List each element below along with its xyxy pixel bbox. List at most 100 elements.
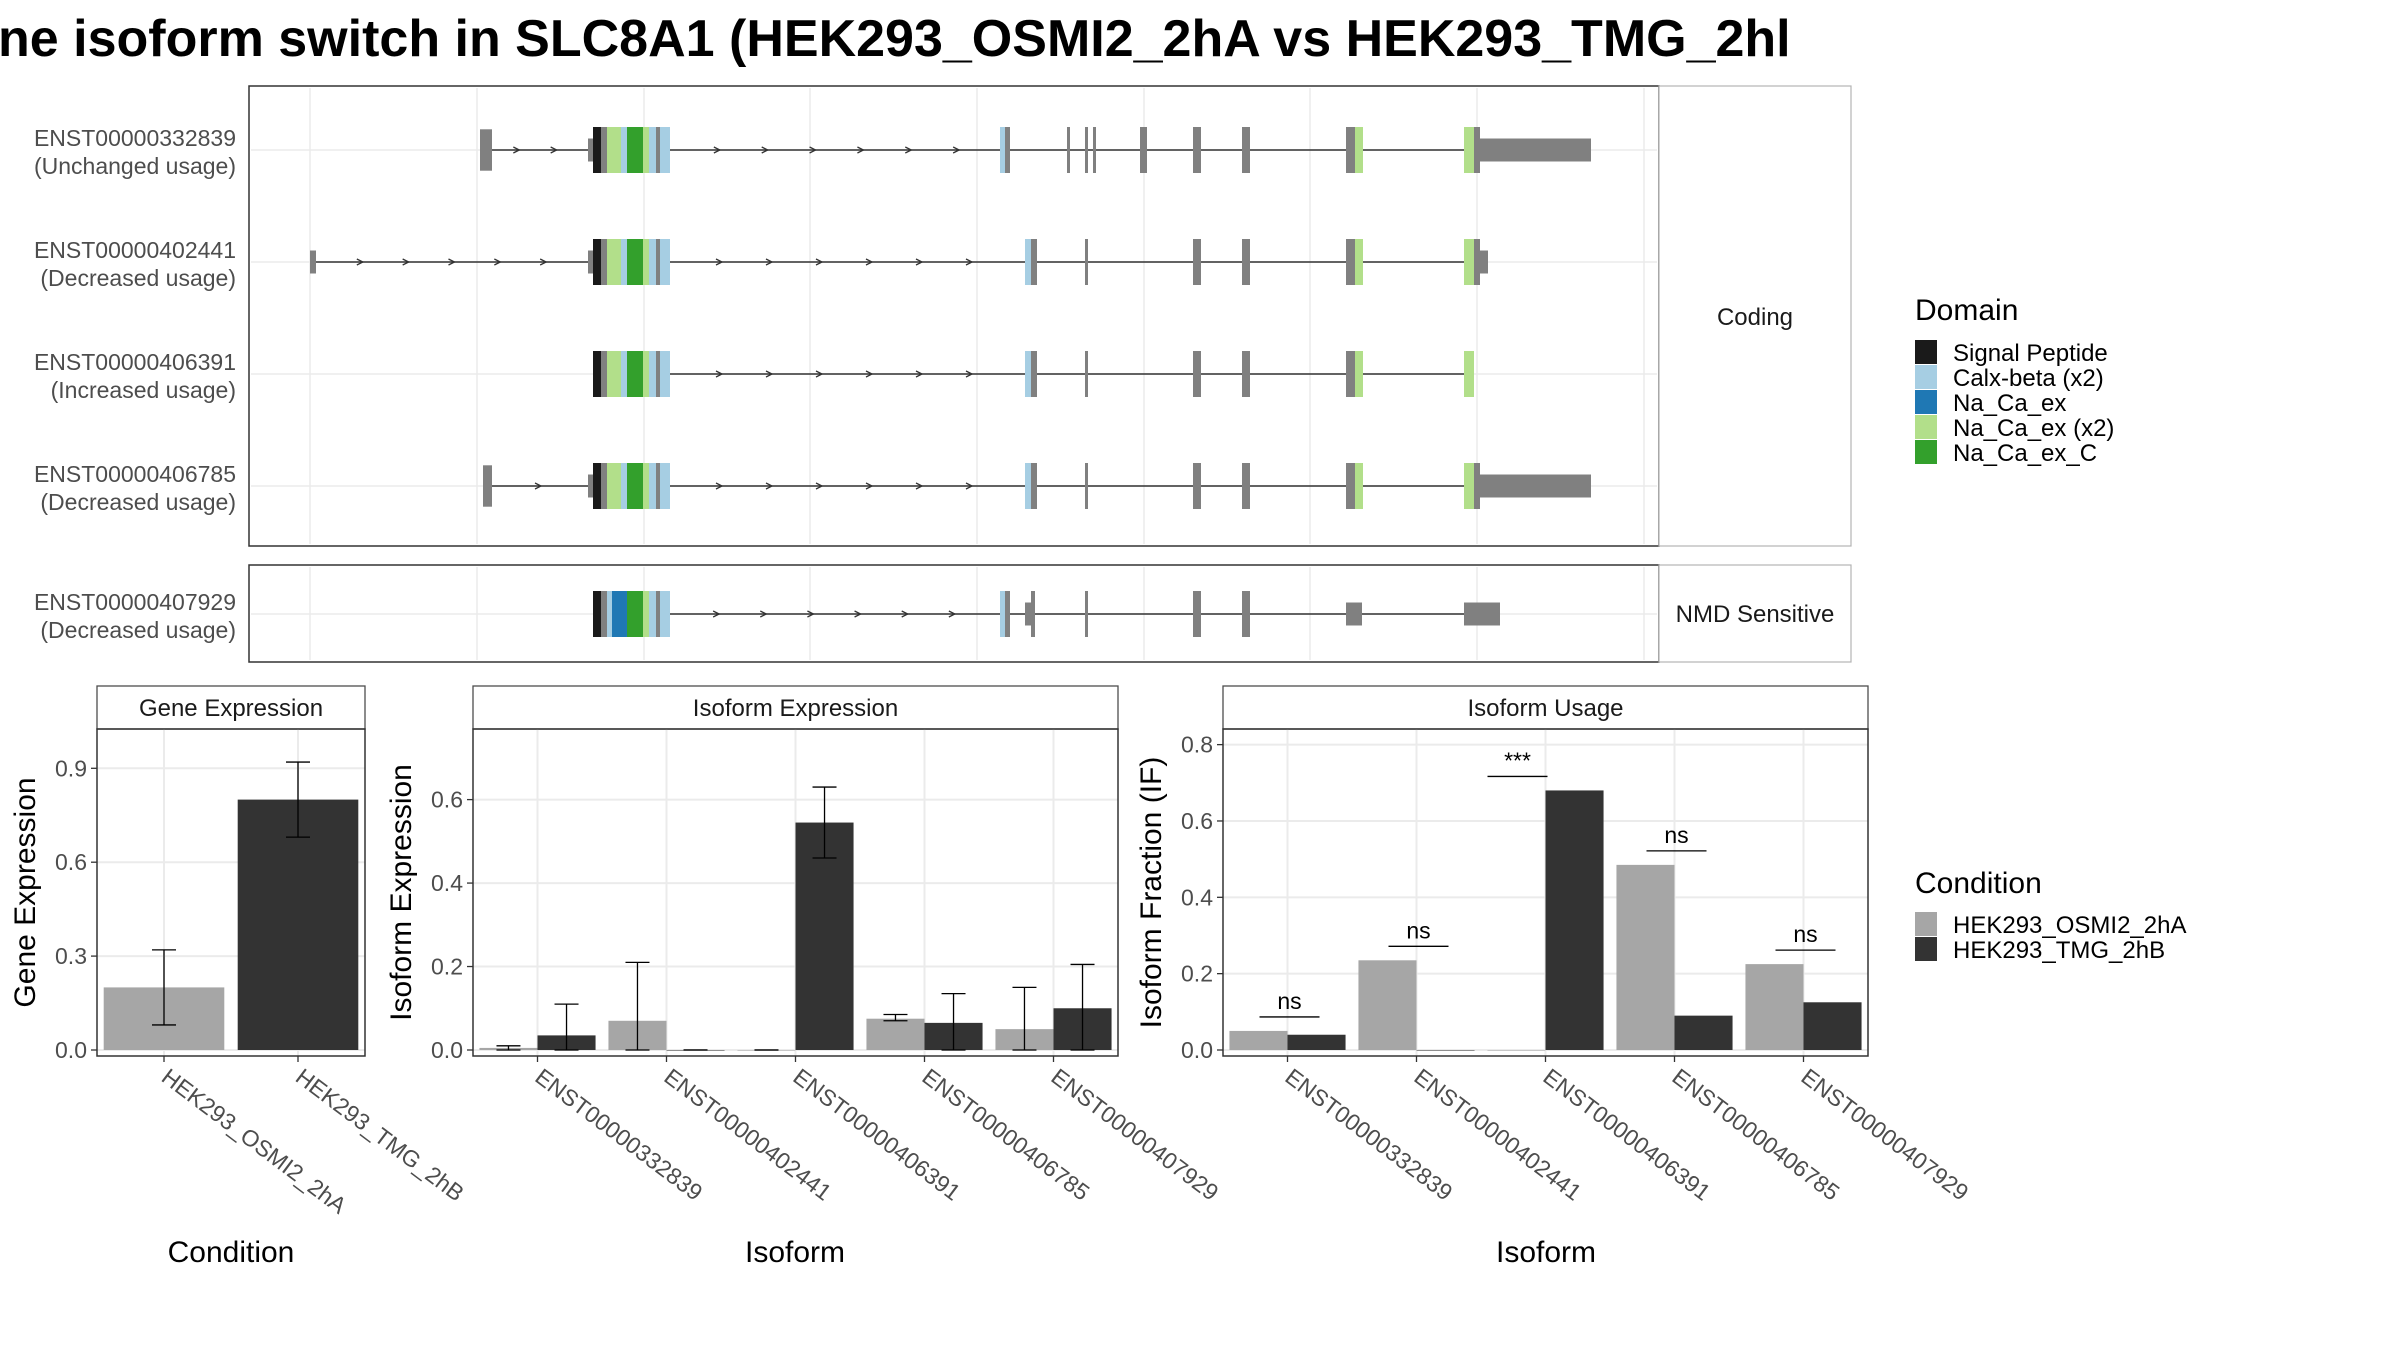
bar-chart: Gene Expression0.00.30.60.9HEK293_OSMI2_… — [9, 685, 469, 1269]
exon — [1242, 127, 1250, 173]
condition-legend: Condition HEK293_OSMI2_2hA HEK293_TMG_2h… — [1915, 867, 2186, 964]
y-axis-title: Isoform Fraction (IF) — [1135, 757, 1168, 1029]
coding-strip — [1658, 85, 1852, 547]
y-tick-label: 0.9 — [55, 755, 87, 781]
legend-label-na-ca-ex: Na_Ca_ex — [1953, 390, 2066, 417]
domain-segment — [660, 239, 670, 285]
exon — [310, 250, 316, 274]
domain-segment — [660, 127, 670, 173]
transcript-row — [593, 351, 1474, 397]
exon — [1474, 127, 1480, 173]
intron-arrow — [765, 482, 774, 490]
intron-arrow — [952, 146, 961, 154]
domain-segment — [607, 351, 621, 397]
exon — [480, 129, 492, 171]
y-tick-label: 0.6 — [55, 849, 87, 875]
domain-segment — [1355, 351, 1363, 397]
exon — [601, 127, 607, 173]
transcript-row — [483, 463, 1591, 509]
legend-swatch-cond2 — [1915, 937, 1937, 961]
y-axis-title: Isoform Expression — [385, 764, 418, 1021]
bar — [1745, 964, 1804, 1050]
intron-arrow — [815, 258, 824, 266]
exon — [601, 351, 607, 397]
intron-arrow — [965, 482, 974, 490]
exon — [1193, 127, 1201, 173]
intron-arrow — [865, 258, 874, 266]
domain-segment — [627, 351, 643, 397]
exon — [1242, 239, 1250, 285]
domain-segment — [643, 591, 649, 637]
transcript-structure-panel: Coding NMD Sensitive ENST00000332839(Unc… — [34, 85, 1852, 663]
intron-arrow — [815, 370, 824, 378]
domain-segment — [593, 351, 601, 397]
exon — [656, 239, 660, 285]
domain-segment — [1355, 239, 1363, 285]
domain-segment — [660, 591, 670, 637]
intron-arrow — [761, 146, 770, 154]
exon — [1474, 239, 1480, 285]
exon — [1085, 591, 1088, 637]
exon — [1346, 602, 1362, 626]
domain-segment — [607, 591, 612, 637]
significance-label: ns — [1793, 921, 1817, 947]
domain-legend-title: Domain — [1915, 294, 2018, 327]
bar — [1545, 790, 1604, 1050]
exon — [1480, 250, 1488, 274]
nmd-strip-label: NMD Sensitive — [1676, 601, 1835, 628]
intron-arrow — [815, 482, 824, 490]
bar — [237, 799, 359, 1050]
nmd-strip — [1658, 564, 1852, 663]
intron-arrow — [713, 146, 722, 154]
domain-segment — [643, 127, 649, 173]
y-tick-label: 0.3 — [55, 943, 87, 969]
domain-segment — [612, 591, 627, 637]
domain-segment — [1464, 463, 1474, 509]
intron-arrow — [715, 258, 724, 266]
domain-segment — [643, 239, 649, 285]
bar — [1616, 864, 1675, 1050]
transcript-usage-label: (Increased usage) — [51, 377, 236, 403]
exon — [1346, 239, 1355, 285]
exon — [588, 474, 593, 498]
bar-chart: Isoform Usage0.00.20.40.60.8nsns***nsnsE… — [1135, 685, 1974, 1269]
intron-arrow — [857, 146, 865, 154]
domain-segment — [593, 239, 601, 285]
bar — [1487, 1050, 1546, 1051]
intron-arrow — [809, 146, 818, 154]
panel-border — [96, 728, 366, 1057]
domain-segment — [1464, 351, 1474, 397]
domain-legend: Domain Signal Peptide Calx-beta (x2) Na_… — [1915, 294, 2114, 467]
intron-arrow — [948, 610, 957, 618]
domain-segment — [627, 463, 643, 509]
x-axis-title: Isoform — [1496, 1236, 1596, 1269]
domain-segment — [1355, 463, 1363, 509]
y-tick-label: 0.0 — [431, 1037, 463, 1063]
legend-swatch-cond1 — [1915, 912, 1937, 936]
coding-strip-label: Coding — [1717, 304, 1793, 331]
transcript-usage-label: (Decreased usage) — [40, 265, 236, 291]
domain-segment — [1000, 591, 1005, 637]
exon — [1085, 351, 1088, 397]
intron-arrow — [915, 482, 924, 490]
domain-segment — [649, 351, 656, 397]
transcript-id-label: ENST00000406785 — [34, 461, 236, 487]
intron-arrow — [715, 370, 724, 378]
domain-segment — [1025, 239, 1031, 285]
intron-arrow — [854, 610, 863, 618]
legend-label-cond2: HEK293_TMG_2hB — [1953, 937, 2165, 964]
domain-segment — [621, 127, 627, 173]
legend-swatch-na-ca-ex — [1915, 390, 1937, 414]
bar — [1674, 1015, 1733, 1050]
exon — [588, 138, 593, 162]
intron-arrow — [539, 258, 548, 266]
domain-segment — [649, 591, 656, 637]
intron-arrow — [712, 610, 721, 618]
significance-label: ns — [1406, 917, 1430, 943]
y-tick-label: 0.0 — [55, 1037, 87, 1063]
panel-title: Isoform Expression — [693, 695, 898, 722]
exon — [1242, 463, 1250, 509]
transcript-usage-label: (Decreased usage) — [40, 489, 236, 515]
y-tick-label: 0.2 — [431, 954, 463, 980]
intron-arrow — [765, 258, 774, 266]
